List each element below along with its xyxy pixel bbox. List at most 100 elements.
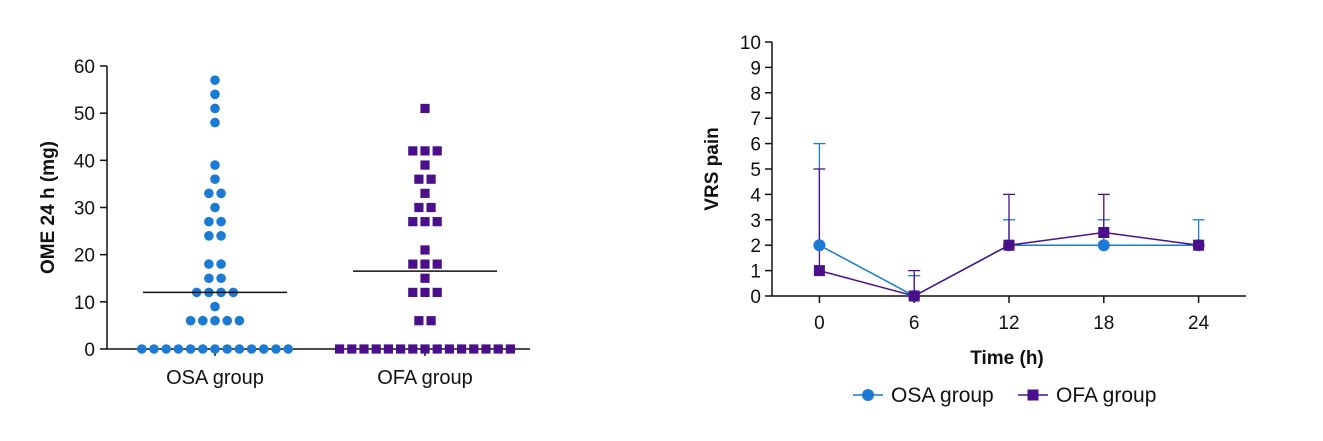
y-tick-label: 2: [750, 236, 761, 257]
data-point: [210, 315, 220, 326]
data-point: [432, 344, 442, 354]
y-tick-label: 30: [74, 199, 95, 220]
series-line: [819, 244, 1199, 297]
data-point: [432, 146, 442, 156]
y-tick-label: 6: [750, 135, 761, 156]
x-category-label: OSA group: [166, 367, 264, 389]
data-point: [359, 344, 369, 354]
data-point: [432, 259, 442, 269]
data-point: [204, 188, 214, 199]
y-tick-label: 50: [74, 104, 95, 125]
data-point: [414, 174, 424, 184]
data-point: [420, 273, 430, 283]
legend-label: OSA group: [891, 384, 994, 407]
y-tick-label: 1: [750, 262, 761, 283]
data-point: [216, 231, 226, 241]
y-tick-label: 8: [750, 84, 761, 105]
data-point: [908, 290, 920, 302]
x-tick-label: 24: [1188, 313, 1210, 334]
data-point: [216, 273, 226, 284]
data-point: [408, 287, 418, 297]
data-point: [1098, 227, 1110, 238]
y-tick-label: 3: [750, 211, 761, 232]
data-point: [420, 103, 430, 114]
data-point: [185, 315, 196, 326]
data-point: [426, 316, 436, 326]
x-axis-title: Time (h): [970, 348, 1044, 369]
data-point: [813, 239, 826, 252]
data-point: [420, 287, 430, 297]
data-point: [432, 217, 442, 227]
data-point: [432, 287, 442, 297]
data-point: [173, 344, 184, 354]
x-tick-label: 0: [814, 313, 825, 334]
x-tick-label: 6: [909, 313, 920, 334]
data-point: [408, 344, 418, 354]
legend-marker: [1027, 389, 1039, 401]
y-tick-label: 40: [74, 151, 95, 172]
data-point: [408, 146, 418, 156]
data-point: [210, 202, 220, 213]
data-point: [414, 316, 424, 326]
data-point: [420, 160, 430, 170]
data-point: [469, 344, 479, 354]
data-point: [481, 344, 491, 354]
data-point: [204, 273, 214, 284]
data-point: [347, 344, 357, 354]
data-point: [234, 315, 245, 326]
data-point: [185, 344, 196, 354]
x-tick-label: 18: [1093, 313, 1114, 334]
data-point: [426, 202, 436, 213]
data-point: [383, 344, 393, 354]
data-point: [161, 344, 171, 354]
data-point: [420, 188, 430, 198]
data-point: [420, 344, 430, 354]
data-point: [283, 344, 294, 354]
data-point: [408, 259, 418, 269]
x-tick-label: 12: [998, 313, 1019, 334]
y-tick-label: 0: [84, 340, 95, 361]
data-point: [234, 344, 245, 354]
data-point: [222, 344, 232, 354]
y-tick-label: 0: [750, 287, 761, 308]
data-point: [396, 344, 406, 354]
y-tick-label: 5: [750, 160, 761, 181]
legend-marker: [862, 389, 874, 401]
data-point: [1097, 239, 1110, 252]
data-point: [1003, 239, 1015, 251]
data-point: [149, 344, 159, 354]
data-point: [210, 89, 220, 100]
data-point: [210, 160, 220, 170]
data-point: [210, 301, 220, 312]
data-point: [457, 344, 467, 354]
data-point: [210, 117, 220, 128]
x-category-label: OFA group: [377, 367, 473, 389]
data-point: [420, 245, 430, 255]
y-axis-title: OME 24 h (mg): [38, 141, 59, 274]
data-point: [216, 216, 226, 227]
y-axis-title: VRS pain: [702, 127, 723, 210]
data-point: [271, 344, 281, 354]
data-point: [204, 231, 214, 241]
data-point: [414, 202, 424, 213]
data-point: [444, 344, 454, 354]
data-point: [210, 75, 220, 85]
data-point: [246, 344, 257, 354]
legend-label: OFA group: [1056, 384, 1156, 407]
ome-dot-plot: 0 10 20 30 40 50 60 OME 24 h (mg) OSA group OFA g…: [38, 57, 530, 389]
data-point: [493, 344, 503, 354]
data-point: [426, 174, 436, 184]
data-point: [210, 174, 220, 184]
data-point: [813, 265, 825, 277]
data-point: [371, 344, 381, 354]
data-point: [420, 217, 430, 227]
y-tick-label: 10: [74, 293, 95, 314]
y-tick-label: 10: [740, 33, 761, 54]
y-tick-label: 20: [74, 246, 95, 267]
data-point: [1193, 239, 1205, 251]
data-point: [216, 259, 226, 269]
data-point: [420, 259, 430, 269]
data-point: [408, 217, 418, 227]
